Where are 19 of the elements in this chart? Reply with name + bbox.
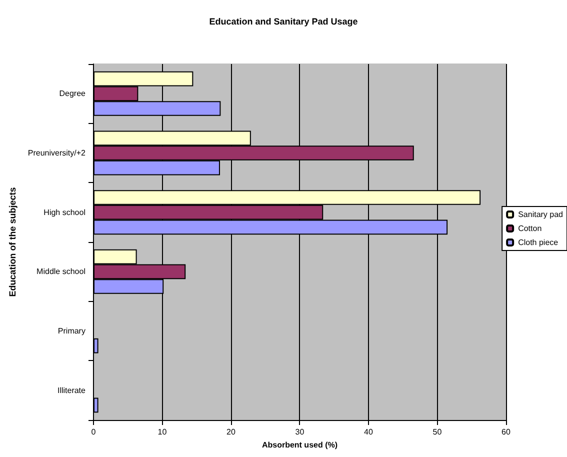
x-tick-label: 20 [226,428,236,436]
legend-label: Cotton [518,224,542,233]
x-axis-title: Absorbent used (%) [262,440,338,450]
x-tick-label: 50 [432,428,442,436]
y-tick-label: High school [44,208,86,217]
y-tick-label: Illiterate [57,386,86,395]
x-tick-label: 30 [295,428,305,436]
x-tick-label: 0 [91,428,96,436]
y-tick-label: Preuniversity/+2 [28,148,86,158]
legend-label: Cloth piece [518,238,559,247]
y-tick-label: Primary [58,326,86,336]
x-tick-label: 60 [502,428,511,436]
chart-title: Education and Sanitary Pad Usage [209,16,358,26]
x-tick-label: 40 [364,428,374,436]
x-tick-label: 10 [158,428,168,436]
y-tick-label: Middle school [36,267,86,276]
y-tick-label: Degree [59,89,86,98]
y-axis-title: Education of the subjects [8,187,18,297]
legend-label: Sanitary pad [518,210,564,219]
